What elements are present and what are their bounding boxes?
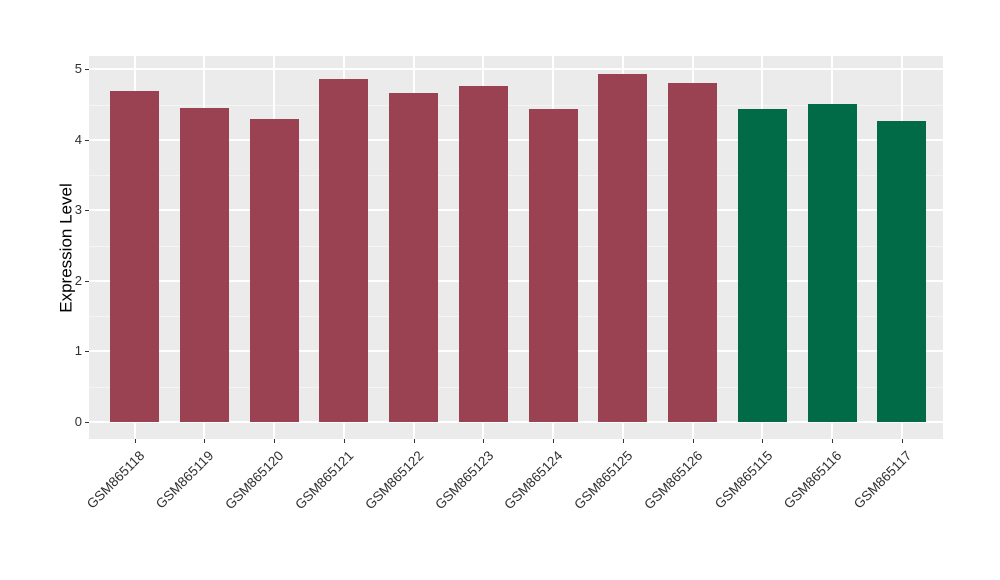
x-tick-label: GSM865123 xyxy=(431,448,496,513)
gridline-major xyxy=(89,350,943,353)
gridline-minor xyxy=(89,175,943,177)
x-tick-label: GSM865120 xyxy=(222,448,287,513)
gridline-minor xyxy=(89,316,943,318)
gridline-major xyxy=(89,421,943,423)
bar-GSM865120 xyxy=(249,118,299,422)
y-tick-label: 4 xyxy=(74,131,82,147)
y-tick-label: 1 xyxy=(74,343,82,359)
bar-GSM865125 xyxy=(598,73,648,422)
bar-GSM865122 xyxy=(389,92,439,422)
y-axis-tick xyxy=(85,69,89,71)
gridline-minor xyxy=(89,386,943,388)
bar-GSM865116 xyxy=(807,103,857,422)
y-axis-tick xyxy=(85,351,89,353)
gridline-minor xyxy=(89,104,943,106)
y-tick-label: 2 xyxy=(74,272,82,288)
x-tick-label: GSM865121 xyxy=(292,448,357,513)
x-tick-label: GSM865125 xyxy=(571,448,636,513)
bar-GSM865126 xyxy=(668,82,718,422)
gridline-major xyxy=(89,138,943,141)
x-axis-tick xyxy=(204,439,206,443)
x-axis-tick xyxy=(832,439,834,443)
bar-GSM865119 xyxy=(179,108,229,422)
x-axis-tick xyxy=(483,439,485,443)
gridline-major xyxy=(89,209,943,212)
bar-GSM865118 xyxy=(110,91,159,422)
x-tick-label: GSM865124 xyxy=(501,448,566,513)
x-axis-tick xyxy=(274,439,276,443)
x-axis-tick xyxy=(901,439,903,443)
x-tick-label: GSM865116 xyxy=(781,448,845,512)
x-tick-label: GSM865118 xyxy=(83,448,148,512)
y-axis-tick xyxy=(85,139,89,141)
x-axis-tick xyxy=(413,439,415,443)
x-axis-tick xyxy=(343,439,345,443)
bar-GSM865117 xyxy=(877,120,927,422)
y-axis-tick xyxy=(85,422,89,423)
x-axis-tick xyxy=(553,439,555,443)
x-tick-label: GSM865126 xyxy=(641,448,706,513)
gridline-major xyxy=(89,279,943,282)
y-tick-label: 0 xyxy=(74,414,82,429)
y-tick-label: 5 xyxy=(74,61,82,77)
bar-GSM865123 xyxy=(458,85,508,422)
y-axis-tick xyxy=(85,210,89,212)
bar-GSM865121 xyxy=(319,78,369,422)
x-tick-label: GSM865119 xyxy=(153,448,217,512)
x-axis-tick xyxy=(762,439,764,443)
x-tick-label: GSM865122 xyxy=(361,448,427,513)
x-tick-label: GSM865117 xyxy=(851,448,915,512)
gridline-major xyxy=(89,68,943,71)
gridline-minor xyxy=(89,245,943,247)
bar-GSM865115 xyxy=(737,108,787,422)
x-axis-tick xyxy=(692,439,694,443)
x-axis-tick xyxy=(134,439,136,443)
x-axis-tick xyxy=(622,439,624,443)
y-tick-label: 3 xyxy=(74,202,82,218)
bar-GSM865124 xyxy=(528,108,578,422)
x-tick-label: GSM865115 xyxy=(711,448,776,512)
y-axis-tick xyxy=(85,280,89,282)
plot-panel xyxy=(89,56,943,439)
